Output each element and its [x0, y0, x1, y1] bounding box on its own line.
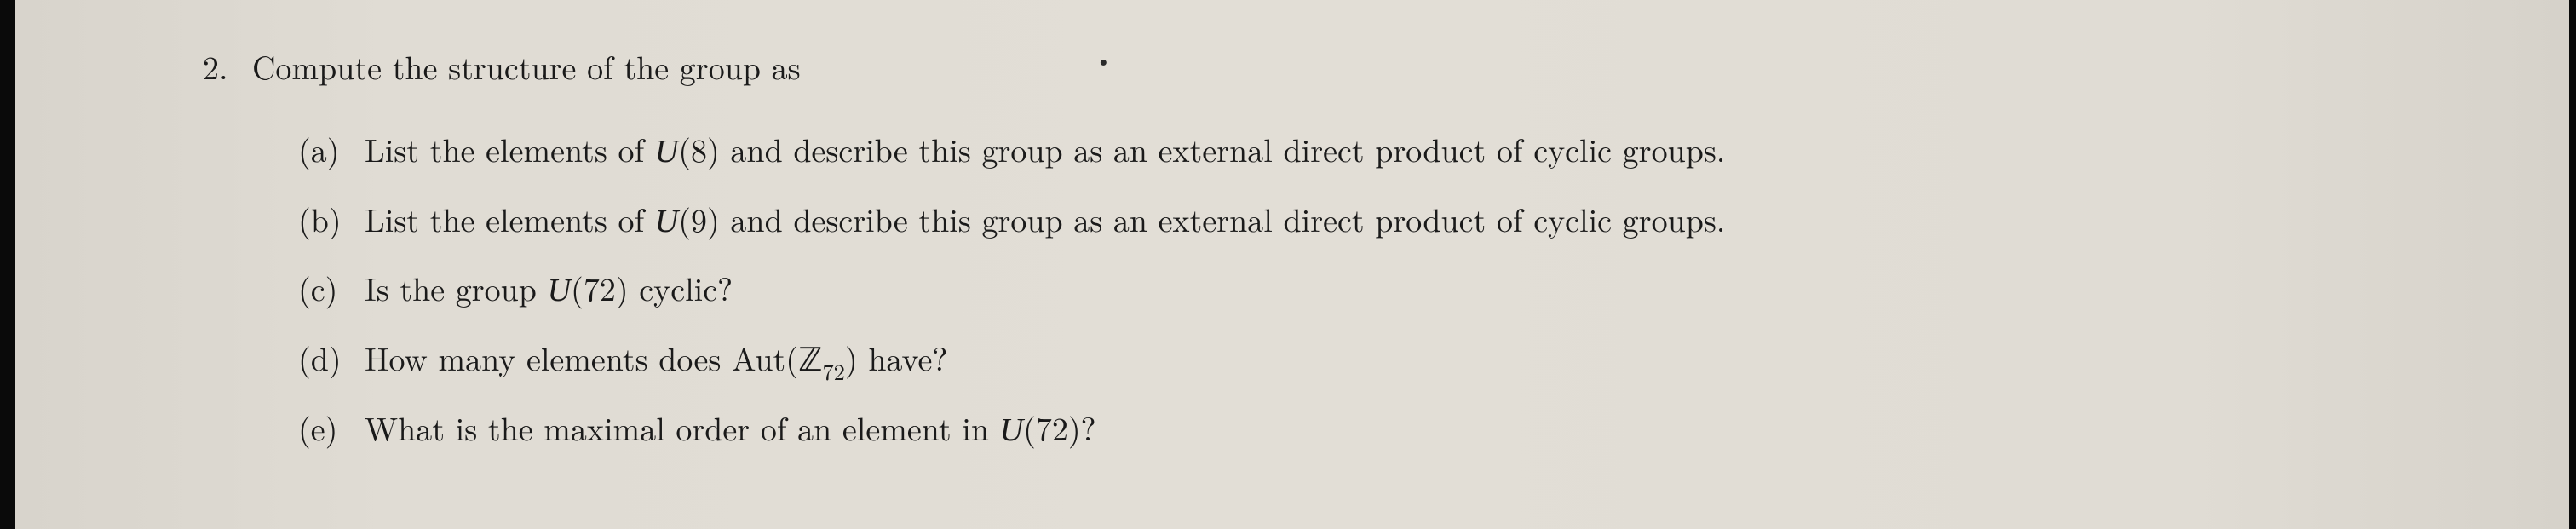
- math-expr: U: [655, 134, 678, 170]
- text-pre: List the elements of: [365, 126, 655, 172]
- math-u: U: [655, 204, 678, 239]
- math-u: U: [655, 134, 678, 170]
- text-post: ) have?: [845, 335, 947, 381]
- text-post: and describe this group as an external d…: [720, 126, 1726, 172]
- math-arg: (8): [678, 126, 720, 172]
- subitem-a: (a) List the elements of U(8) and descri…: [298, 124, 2467, 178]
- subitem-text: How many elements does Aut(ℤ72) have?: [365, 332, 947, 387]
- text-pre: What is the maximal order of an element …: [365, 405, 1000, 451]
- problem-2: 2. Compute the structure of the group as…: [203, 41, 2467, 457]
- subitem-text: Is the group U(72) cyclic?: [365, 262, 733, 317]
- subitem-label: (c): [298, 262, 365, 317]
- stray-mark: •: [1095, 44, 1112, 73]
- math-blackboard-z: ℤ: [798, 335, 822, 387]
- subitem-c: (c) Is the group U(72) cyclic?: [298, 262, 2467, 317]
- text-pre: List the elements of: [365, 196, 655, 242]
- subitem-label: (b): [298, 193, 365, 248]
- problem-intro: Compute the structure of the group as: [252, 41, 801, 93]
- text-pre: Is the group: [365, 265, 548, 311]
- text-post: and describe this group as an external d…: [720, 196, 1726, 242]
- subitem-b: (b) List the elements of U(9) and descri…: [298, 193, 2467, 248]
- math-expr: U: [548, 273, 571, 308]
- subitem-label: (a): [298, 124, 365, 178]
- math-u: U: [1000, 412, 1023, 448]
- subitem-label: (e): [298, 402, 365, 457]
- math-arg: (9): [678, 196, 720, 242]
- subitem-text: List the elements of U(8) and describe t…: [365, 124, 1725, 178]
- page-surface: • 2. Compute the structure of the group …: [15, 0, 2569, 529]
- math-arg: (72): [1023, 405, 1081, 451]
- problem-number: 2.: [203, 41, 252, 93]
- problem-sublist: (a) List the elements of U(8) and descri…: [203, 124, 2467, 457]
- subitem-d: (d) How many elements does Aut(ℤ72) have…: [298, 332, 2467, 387]
- subitem-label: (d): [298, 332, 365, 387]
- math-expr: U: [655, 204, 678, 239]
- math-u: U: [548, 273, 571, 308]
- math-arg: (72): [571, 265, 629, 311]
- text-post: ?: [1081, 405, 1096, 451]
- text-pre: How many elements does Aut(: [365, 335, 798, 381]
- problem-header: 2. Compute the structure of the group as: [203, 41, 2467, 93]
- text-post: cyclic?: [629, 265, 733, 311]
- subitem-e: (e) What is the maximal order of an elem…: [298, 402, 2467, 457]
- math-subscript: 72: [822, 354, 845, 387]
- subitem-text: What is the maximal order of an element …: [365, 402, 1096, 457]
- subitem-text: List the elements of U(9) and describe t…: [365, 193, 1725, 248]
- math-expr: U: [1000, 412, 1023, 448]
